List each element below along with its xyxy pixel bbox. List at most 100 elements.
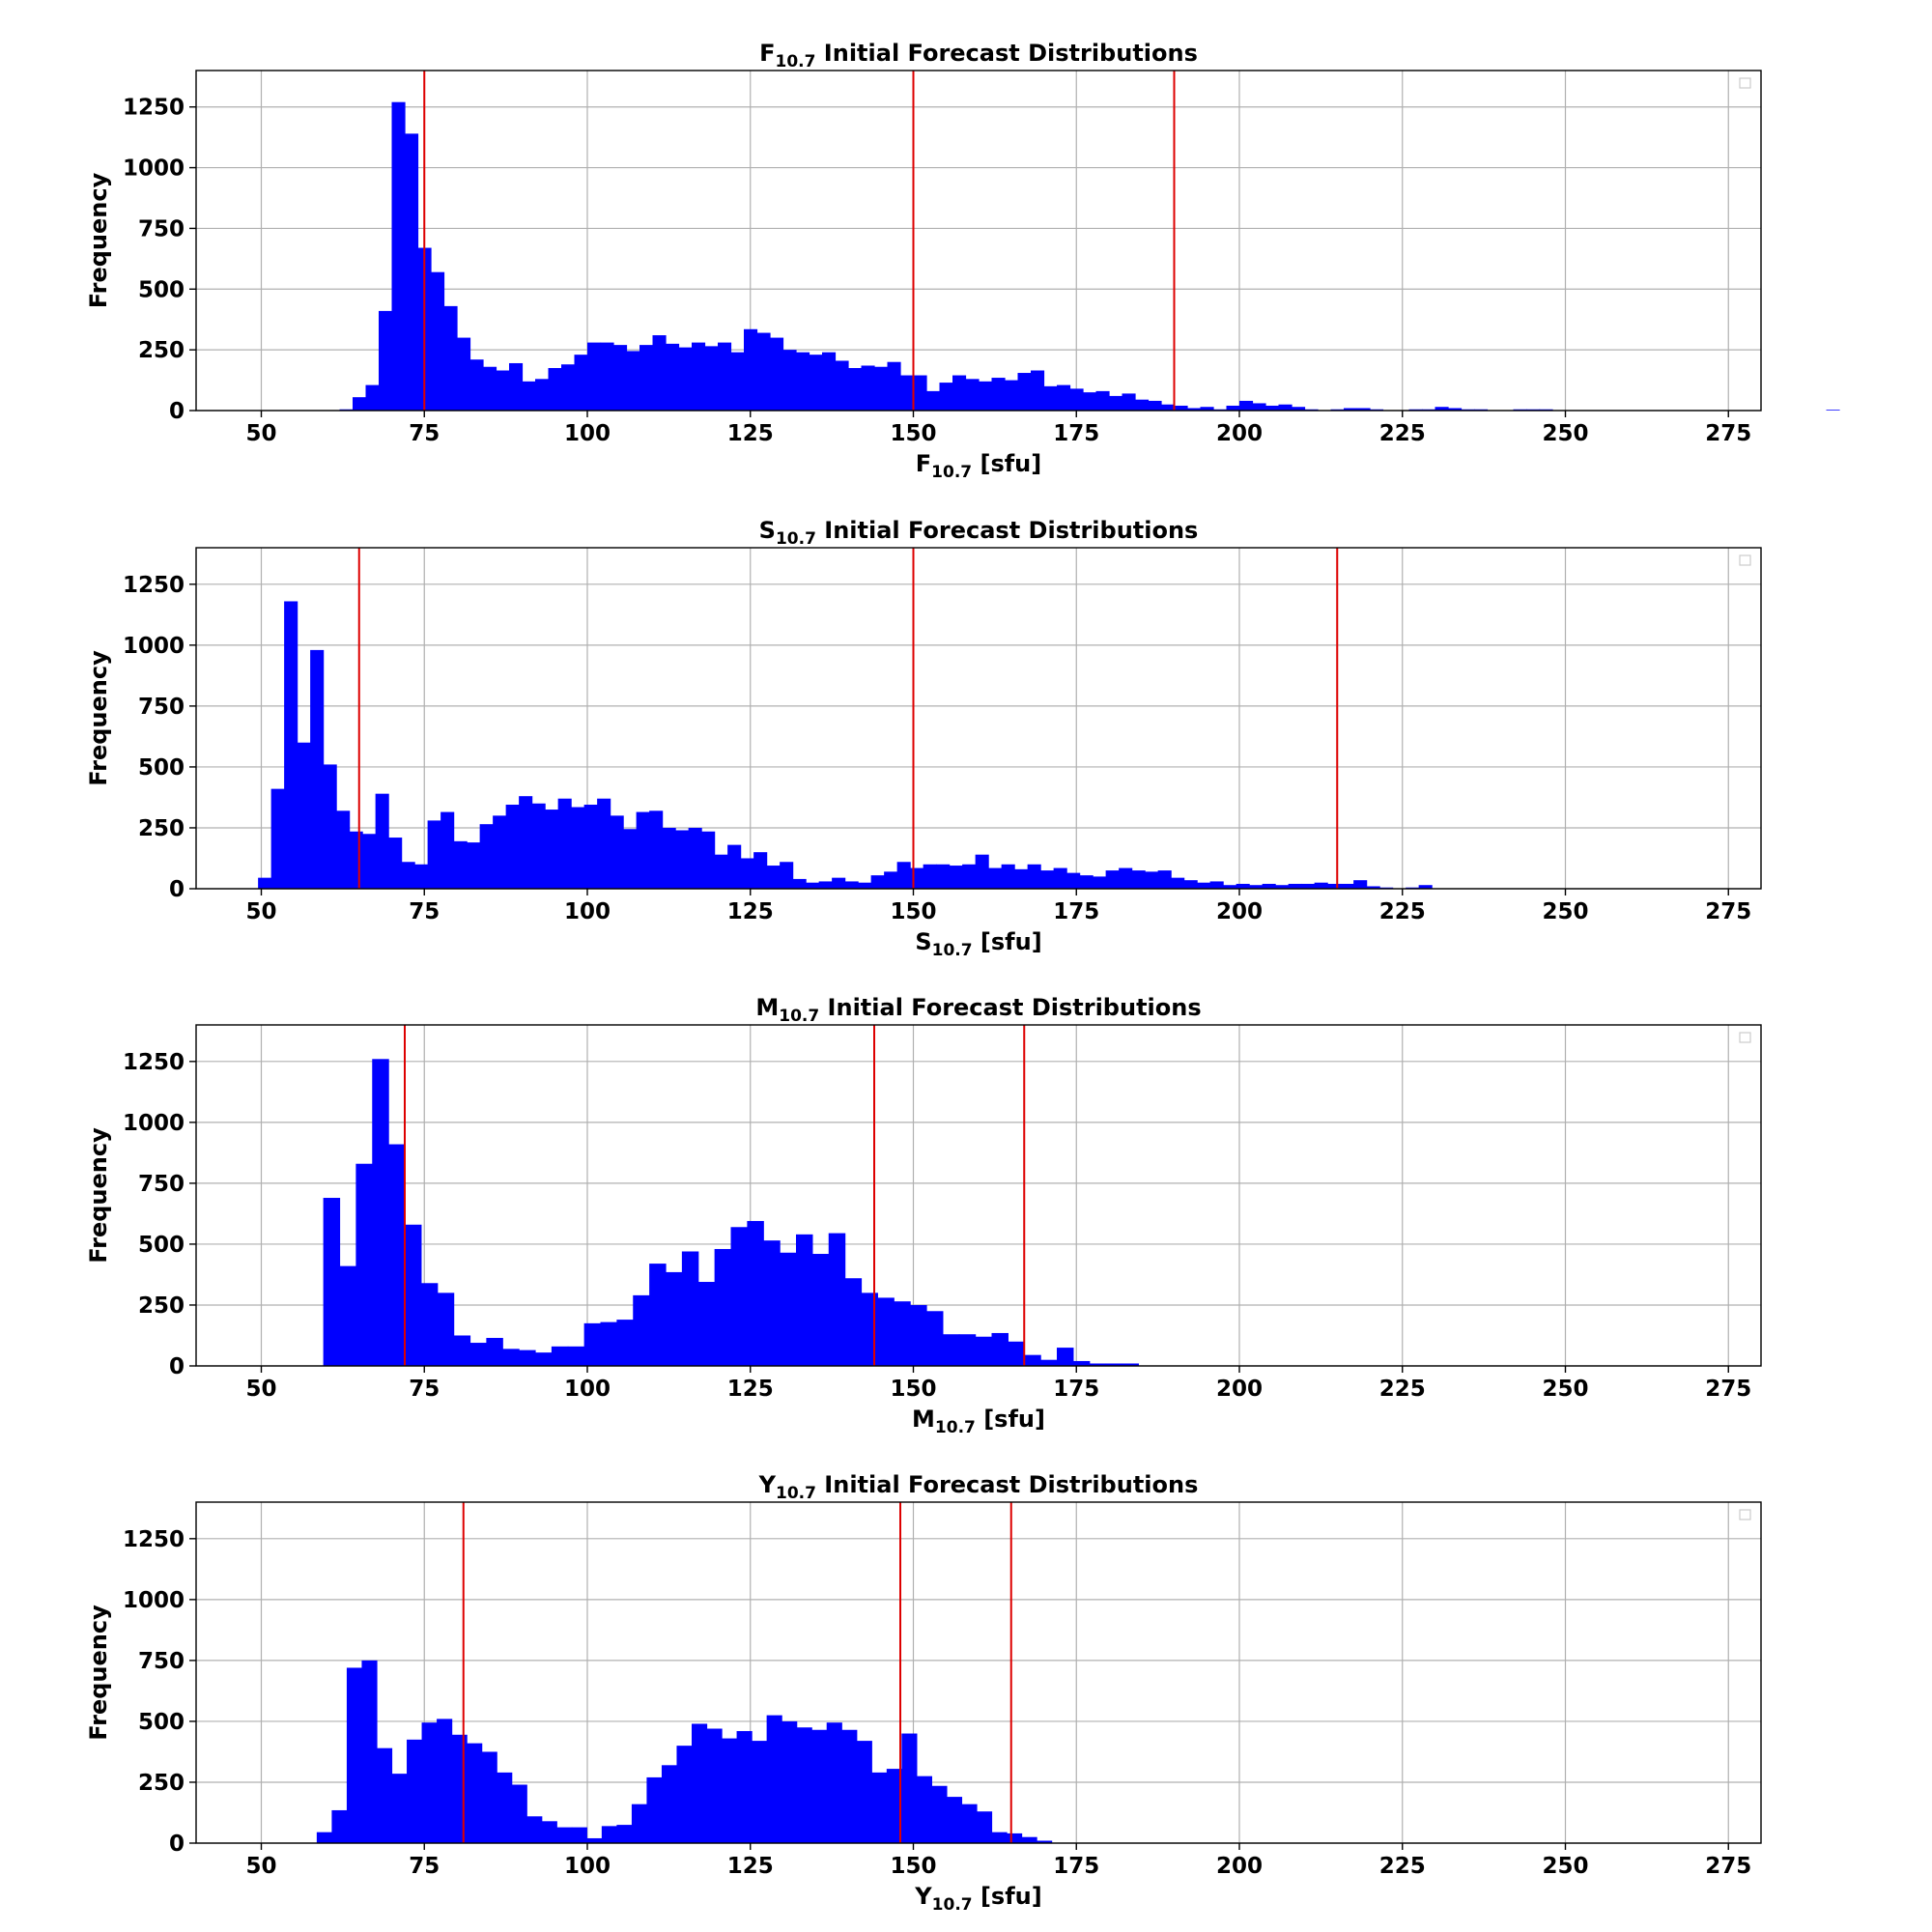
histogram-bar bbox=[796, 352, 810, 411]
histogram-bar bbox=[763, 1240, 781, 1366]
histogram-bar bbox=[809, 355, 823, 411]
histogram-bar bbox=[979, 381, 993, 411]
y-tick-label: 0 bbox=[169, 877, 185, 902]
histogram-bar bbox=[519, 1350, 536, 1366]
x-tick-label: 75 bbox=[409, 1854, 440, 1879]
y-tick-label: 0 bbox=[169, 1832, 185, 1857]
x-tick-label: 175 bbox=[1053, 1854, 1099, 1879]
histogram-bar bbox=[479, 824, 494, 889]
x-tick-label: 175 bbox=[1053, 421, 1099, 446]
label-subscript: 10.7 bbox=[932, 1895, 973, 1915]
histogram-bar bbox=[567, 1346, 585, 1366]
histogram-bar bbox=[1014, 868, 1029, 889]
histogram-bar bbox=[991, 1332, 1009, 1366]
histogram-bar bbox=[796, 1234, 813, 1366]
y-tick-label: 250 bbox=[138, 1771, 185, 1796]
histogram-bar bbox=[469, 359, 484, 411]
histogram-bar bbox=[1027, 864, 1041, 889]
histogram-bar bbox=[1275, 885, 1290, 889]
histogram-bar bbox=[502, 1349, 520, 1366]
histogram-bar bbox=[493, 815, 507, 889]
y-axis-label: Frequency bbox=[85, 1127, 112, 1264]
histogram-bar bbox=[407, 1739, 423, 1843]
x-tick-label: 125 bbox=[727, 1377, 774, 1402]
histogram-panel-1: 50 75 100 125 150 175 200 225 250 275 0 250 500 750 10… bbox=[85, 40, 1840, 482]
histogram-bar bbox=[1105, 1363, 1123, 1366]
histogram-bar bbox=[901, 1733, 918, 1843]
histogram-bar bbox=[355, 1163, 373, 1366]
y-tick-label: 500 bbox=[138, 1710, 185, 1735]
histogram-bar bbox=[910, 867, 924, 889]
x-tick-label: 250 bbox=[1542, 421, 1588, 446]
histogram-bar bbox=[832, 877, 846, 889]
histogram-bar bbox=[1057, 1348, 1074, 1366]
histogram-bar bbox=[676, 1746, 693, 1843]
histogram-bar bbox=[440, 811, 455, 889]
histogram-bar bbox=[706, 1728, 723, 1843]
histogram-bar bbox=[376, 1747, 393, 1843]
histogram-bar bbox=[610, 815, 624, 889]
histogram-bar bbox=[1040, 870, 1055, 889]
label-subscript: 10.7 bbox=[776, 52, 816, 71]
histogram-bar bbox=[1236, 883, 1250, 889]
histogram-bar bbox=[781, 1720, 798, 1843]
histogram-bar bbox=[453, 840, 468, 889]
legend-box bbox=[1739, 554, 1751, 566]
histogram-bar bbox=[1008, 1341, 1025, 1366]
histogram-bar bbox=[916, 1776, 932, 1843]
label-main: F bbox=[759, 40, 775, 67]
y-tick-label: 750 bbox=[138, 216, 185, 242]
histogram-bar bbox=[284, 601, 298, 889]
histogram-bar bbox=[722, 1738, 738, 1843]
histogram-bar bbox=[1314, 882, 1328, 889]
histogram-bar bbox=[646, 1776, 663, 1843]
histogram-bar bbox=[1122, 1363, 1139, 1366]
y-tick-label: 250 bbox=[138, 1293, 185, 1319]
x-tick-label: 150 bbox=[890, 1377, 936, 1402]
histogram-bar bbox=[1278, 404, 1293, 411]
label-subscript: 10.7 bbox=[776, 529, 816, 549]
histogram-bar bbox=[782, 350, 797, 411]
histogram-bar bbox=[633, 1294, 650, 1366]
histogram-bar bbox=[753, 852, 768, 889]
histogram-bar bbox=[1037, 1840, 1053, 1843]
histogram-bar bbox=[1095, 390, 1110, 411]
histogram-bar bbox=[1093, 876, 1107, 889]
histogram-bar bbox=[1145, 871, 1159, 889]
histogram-bar bbox=[1148, 400, 1162, 411]
histogram-bar bbox=[697, 1282, 716, 1366]
label-rest: Initial Forecast Distributions bbox=[816, 517, 1198, 544]
x-tick-label: 75 bbox=[409, 1377, 440, 1402]
x-tick-label: 225 bbox=[1379, 899, 1426, 924]
histogram-bar bbox=[1021, 1836, 1037, 1843]
histogram-bar bbox=[835, 360, 849, 411]
histogram-bar bbox=[548, 368, 562, 411]
x-tick-label: 275 bbox=[1705, 899, 1751, 924]
histogram-bar bbox=[1089, 1363, 1107, 1366]
histogram-bar bbox=[1262, 883, 1276, 889]
legend-box bbox=[1739, 1032, 1751, 1043]
histogram-bar bbox=[1448, 408, 1463, 411]
histogram-bar bbox=[388, 1144, 406, 1366]
histogram-bar bbox=[481, 1751, 497, 1843]
plot-frame bbox=[195, 1024, 1762, 1367]
y-tick-label: 1000 bbox=[123, 1111, 185, 1136]
y-axis-label: Frequency bbox=[85, 1605, 112, 1741]
histogram-bar bbox=[884, 871, 898, 889]
histogram-bar bbox=[841, 1729, 858, 1843]
histogram-bar bbox=[1135, 399, 1150, 411]
histogram-bar bbox=[780, 1252, 797, 1366]
histogram-bar bbox=[649, 1264, 667, 1366]
chart-title: Y10.7 Initial Forecast Distributions bbox=[758, 1471, 1199, 1503]
x-tick-label: 50 bbox=[245, 1854, 276, 1879]
x-tick-label: 125 bbox=[727, 421, 774, 446]
histogram-bar bbox=[616, 1825, 633, 1843]
histogram-bar bbox=[949, 866, 963, 889]
histogram-bar bbox=[1017, 373, 1032, 411]
y-tick-label: 1250 bbox=[123, 573, 185, 598]
histogram-bar bbox=[780, 862, 794, 889]
histogram-bar bbox=[1826, 410, 1840, 411]
histogram-bar bbox=[631, 1804, 648, 1843]
histogram-bar bbox=[692, 342, 706, 411]
